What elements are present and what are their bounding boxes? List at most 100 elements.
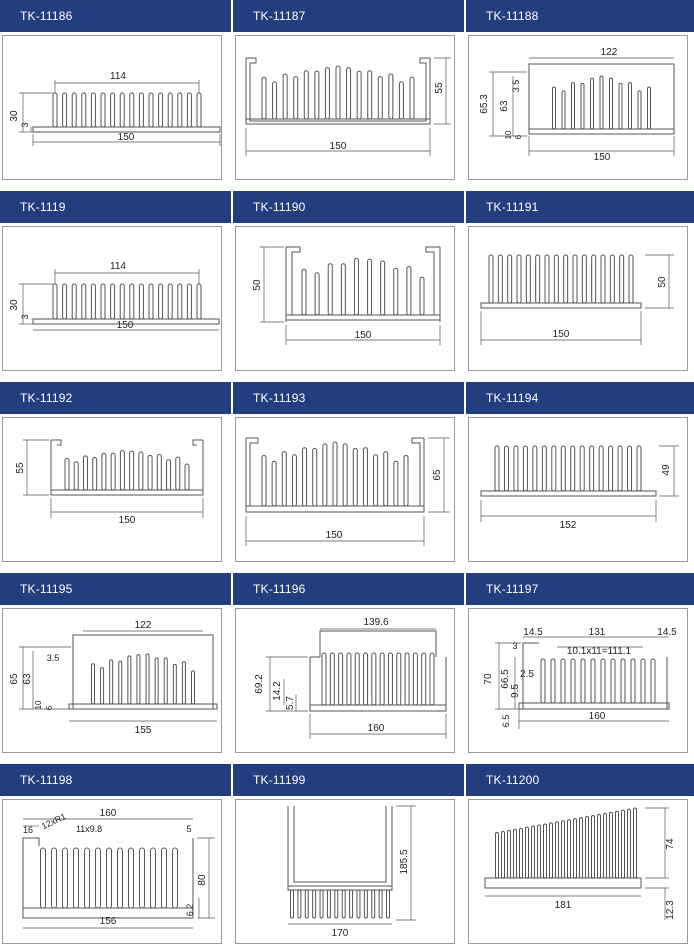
fin <box>321 652 327 706</box>
fin <box>303 70 309 120</box>
fin <box>610 658 616 704</box>
fin <box>532 445 538 492</box>
fin <box>519 827 523 879</box>
drawing-frame: 55 150 <box>2 417 222 562</box>
fin <box>579 445 585 492</box>
heatsink-profile <box>22 818 215 929</box>
fin <box>196 283 202 320</box>
fin <box>297 889 302 919</box>
fin <box>628 82 632 130</box>
heatsink-profile <box>489 57 675 156</box>
fin <box>412 652 418 706</box>
heatsink-drawing: 50 150 <box>252 246 441 345</box>
fin <box>119 92 125 128</box>
panel-title: TK-11192 <box>20 391 73 405</box>
dim-inner-height: 66.5 <box>500 669 511 689</box>
fin <box>334 889 339 919</box>
dim-lip: 16 <box>23 825 33 835</box>
panel-title: TK-11186 <box>20 9 73 23</box>
fin <box>525 254 531 304</box>
fin <box>110 283 116 320</box>
fin <box>136 654 141 705</box>
fin <box>388 73 394 120</box>
fin <box>379 652 385 706</box>
dim-inner-height: 63 <box>22 673 33 685</box>
panel-title: TK-11187 <box>253 9 306 23</box>
fin <box>597 813 601 879</box>
fin <box>291 454 297 507</box>
heatsink-profile <box>287 805 416 925</box>
fin <box>363 889 368 919</box>
fin <box>158 283 164 320</box>
fin <box>177 92 183 128</box>
fin <box>293 76 299 120</box>
fin <box>352 447 358 507</box>
heatsink-drawing: 14.5 131 14.5 10.1x11=111.1 3 70 66.5 2.… <box>483 627 677 729</box>
dim-inner-span: 131 <box>589 627 606 638</box>
heatsink-profile <box>19 269 220 331</box>
fin <box>551 445 557 492</box>
fin <box>138 283 144 320</box>
fin <box>637 90 642 130</box>
dim-base: 12.3 <box>665 900 676 920</box>
fin <box>81 283 87 320</box>
heatsink-drawing: 122 3.5 65.3 63 10 6 150 <box>479 47 675 163</box>
fin <box>591 254 597 304</box>
drawing-frame: 114 30 3 150 <box>2 226 222 371</box>
heatsink-profile <box>19 630 218 722</box>
fin <box>567 819 571 879</box>
dim-width-fins: 114 <box>110 261 126 272</box>
fin <box>110 452 116 491</box>
dim-total-height: 69.2 <box>254 674 265 694</box>
panel-header: TK-11192 <box>0 382 231 414</box>
fin <box>647 86 651 130</box>
fin <box>590 658 596 704</box>
fin <box>507 254 513 304</box>
fin <box>106 847 112 909</box>
dim-base: 5.7 <box>285 696 296 710</box>
fin <box>618 82 623 130</box>
fin <box>598 445 604 492</box>
heatsink-drawing: 49 152 <box>480 445 679 531</box>
fin <box>627 445 633 492</box>
drawing-frame: 49 152 <box>468 417 688 562</box>
fin <box>139 847 145 909</box>
dim-top-span: 139.6 <box>363 617 388 628</box>
panel-header: TK-11186 <box>0 0 231 32</box>
fin <box>603 812 607 879</box>
fin <box>167 283 173 320</box>
fin <box>64 457 70 491</box>
fin <box>261 76 267 120</box>
dim-lip: 3.5 <box>511 80 521 93</box>
fin <box>387 652 393 706</box>
panel-title: TK-11190 <box>253 200 306 214</box>
fin <box>349 889 354 919</box>
heatsink-profile <box>23 439 204 518</box>
fin <box>91 663 95 705</box>
fin <box>335 65 341 120</box>
fin <box>312 889 317 919</box>
fin <box>186 283 192 320</box>
dim-height: 74 <box>665 838 676 850</box>
dim-total-height: 65 <box>9 673 20 685</box>
dim-height: 55 <box>15 462 26 474</box>
heatsink-profile <box>260 246 441 345</box>
heatsink-drawing: 50 150 <box>480 254 674 345</box>
fin <box>290 889 294 919</box>
heatsink-profile <box>480 445 679 522</box>
fin <box>581 254 587 304</box>
dim-height: 65 <box>432 469 443 481</box>
fin <box>150 847 156 909</box>
fin <box>406 265 412 316</box>
fin <box>271 460 277 507</box>
fin <box>507 829 511 879</box>
fin <box>650 658 656 704</box>
fin <box>181 661 186 705</box>
dim-left-lip: 14.5 <box>523 627 543 638</box>
fin <box>172 663 177 705</box>
dim-base: 6.5 <box>501 715 511 728</box>
fin <box>503 445 509 492</box>
drawing-frame: 14.5 131 14.5 10.1x11=111.1 3 70 66.5 2.… <box>468 608 688 753</box>
fin <box>110 92 116 128</box>
dim-total-height: 70 <box>483 673 494 685</box>
